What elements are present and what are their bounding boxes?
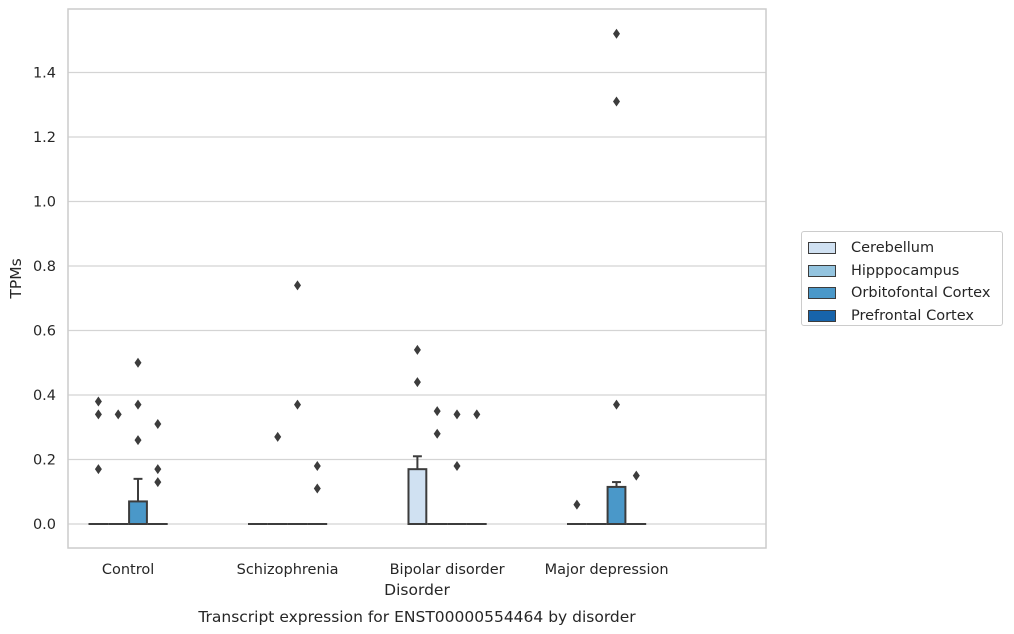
legend-label: Orbitofontal Cortex <box>851 285 991 302</box>
legend-item: Cerebellum <box>808 237 1002 260</box>
outlier-point <box>613 399 620 410</box>
outlier-point <box>453 409 461 420</box>
outlier-point <box>613 96 620 107</box>
legend-swatch <box>808 309 836 322</box>
outlier-point <box>134 435 142 446</box>
y-tick-label: 0.6 <box>33 324 56 340</box>
box-orbitofontal-cortex <box>128 477 148 525</box>
gridlines <box>68 71 766 525</box>
outlier-point <box>134 399 142 410</box>
outlier-point <box>433 428 441 439</box>
legend-swatch <box>808 242 836 255</box>
box-orbitofontal-cortex <box>606 481 627 526</box>
box-cerebellum <box>407 455 428 525</box>
outlier-point <box>413 344 421 355</box>
box-body <box>606 485 627 526</box>
x-tick-label: Major depression <box>545 562 669 578</box>
outlier-point <box>313 483 321 494</box>
outlier-point <box>413 377 421 388</box>
y-axis-label: TPMs <box>7 258 25 299</box>
legend-item: Orbitofontal Cortex <box>808 282 1002 305</box>
y-tick-label: 0.2 <box>33 453 56 469</box>
x-axis-label: Disorder <box>384 581 450 599</box>
outlier-point <box>294 280 301 291</box>
legend: Cerebellum Hipppocampus Orbitofontal Corte… <box>801 231 1003 326</box>
legend-item: Prefrontal Cortex <box>808 305 1002 328</box>
outlier-point <box>94 409 102 420</box>
y-tick-label: 1.2 <box>33 130 56 146</box>
x-tick-labels: Control Schizophrenia Bipolar disorder Majo… <box>102 562 669 578</box>
y-tick-label: 0.0 <box>33 517 56 533</box>
legend-item: Hipppocampus <box>808 260 1002 283</box>
outlier-point <box>154 419 162 430</box>
y-tick-labels: 0.0 0.2 0.4 0.6 0.8 1.0 1.2 1.4 <box>33 66 56 534</box>
outliers <box>94 28 640 510</box>
y-tick-label: 0.4 <box>33 388 56 404</box>
x-tick-label: Schizophrenia <box>237 562 339 578</box>
x-tick-label: Control <box>102 562 154 578</box>
outlier-point <box>94 464 102 475</box>
outlier-point <box>473 409 481 420</box>
plot-area-frame <box>67 8 767 549</box>
boxes <box>88 455 647 526</box>
x-tick-label: Bipolar disorder <box>390 562 505 578</box>
legend-label: Prefrontal Cortex <box>851 307 974 324</box>
legend-swatch <box>808 264 836 277</box>
y-tick-label: 1.0 <box>33 195 56 211</box>
outlier-point <box>453 460 461 471</box>
legend-label: Cerebellum <box>851 240 935 257</box>
y-tick-label: 1.4 <box>33 66 56 82</box>
legend-label: Hipppocampus <box>851 262 960 279</box>
chart-title: Transcript expression for ENST0000055446… <box>197 608 636 626</box>
outlier-point <box>433 406 441 417</box>
outlier-point <box>94 396 102 407</box>
outlier-point <box>613 28 620 39</box>
box-body <box>128 500 148 525</box>
outlier-point <box>154 477 162 488</box>
outlier-point <box>154 464 162 475</box>
outlier-point <box>573 499 581 510</box>
outlier-point <box>313 460 321 471</box>
outlier-point <box>294 399 301 410</box>
outlier-point <box>114 409 122 420</box>
box-body <box>407 468 428 525</box>
legend-swatch <box>808 287 836 300</box>
outlier-point <box>274 431 282 442</box>
outlier-point <box>134 357 142 368</box>
outlier-point <box>632 470 640 481</box>
y-tick-label: 0.8 <box>33 259 56 275</box>
